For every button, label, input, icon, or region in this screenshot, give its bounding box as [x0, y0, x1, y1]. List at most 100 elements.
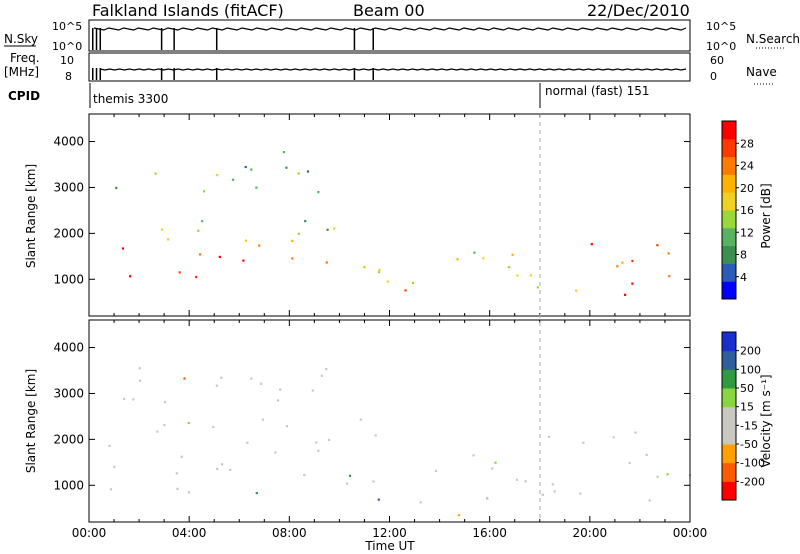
freq-label-1: Freq. — [10, 51, 40, 65]
nave-tick-bottom: 0 — [710, 70, 717, 83]
range-cell — [212, 425, 215, 429]
y-tick-label: 4000 — [53, 341, 84, 355]
range-cell — [203, 190, 206, 193]
range-cell — [129, 275, 132, 278]
range-cell — [348, 474, 352, 477]
colorbar-segment — [722, 138, 736, 158]
range-cell — [612, 436, 615, 439]
colorbar-segment — [722, 192, 736, 211]
range-cell — [180, 455, 183, 458]
range-cell — [666, 473, 669, 476]
nsky-gaps — [92, 28, 374, 50]
colorbar-segment — [722, 462, 736, 482]
range-cell — [176, 487, 179, 490]
range-cell — [508, 266, 511, 269]
range-cell — [645, 453, 648, 456]
colorbar-segment — [722, 332, 736, 352]
colorbar-segment — [722, 263, 736, 282]
range-cell — [524, 480, 527, 483]
range-cell — [621, 261, 624, 264]
nsky-frame — [88, 19, 691, 52]
range-cell — [274, 451, 277, 454]
range-cell — [246, 441, 249, 444]
range-cell — [276, 399, 280, 402]
range-cell — [258, 244, 261, 247]
x-tick-label: 00:00 — [673, 526, 708, 540]
colorbar-tick-label: -200 — [740, 475, 765, 488]
range-cell — [656, 244, 659, 247]
freq-panel: Freq. [MHz] 10 8 60 0 Nave — [4, 51, 777, 85]
range-cell — [285, 425, 289, 428]
range-cell — [216, 174, 219, 177]
range-cell — [156, 430, 159, 433]
range-cell — [242, 259, 245, 262]
y-tick-label: 3000 — [53, 180, 84, 194]
nsky-trace — [93, 27, 687, 31]
velocity-frame — [88, 319, 691, 523]
range-cell — [363, 266, 366, 269]
nsearch-tick-bottom: 10^0 — [706, 40, 736, 53]
x-tick-label: 04:00 — [172, 526, 207, 540]
colorbar-tick-label: -15 — [740, 419, 758, 432]
range-cell — [419, 501, 422, 504]
range-cell — [221, 463, 224, 466]
freq-gaps — [92, 68, 374, 80]
freq-label-2: [MHz] — [4, 65, 39, 79]
range-cell — [328, 438, 331, 441]
velocity-xticks: 00:00 04:00 08:00 12:00 16:00 20:00 00:00 — [72, 526, 708, 540]
range-cell — [123, 397, 126, 401]
range-cell — [139, 379, 142, 382]
colorbar-segment — [722, 227, 736, 247]
range-cell — [216, 467, 219, 470]
range-cell — [548, 435, 551, 438]
y-tick-label: 2000 — [53, 432, 84, 446]
range-cell — [260, 382, 263, 385]
range-cell — [386, 280, 389, 283]
range-cell — [668, 275, 671, 278]
range-cell — [359, 418, 362, 421]
range-cell — [187, 421, 190, 425]
range-cell — [160, 228, 164, 231]
y-tick-label: 2000 — [53, 226, 84, 240]
range-cell — [551, 483, 554, 486]
y-tick-label: 1000 — [53, 272, 84, 286]
cpid-segment-2: normal (fast) 151 — [545, 84, 649, 98]
velocity-data — [108, 367, 692, 517]
colorbar-segment — [722, 444, 736, 464]
range-cell — [317, 191, 320, 194]
x-tick-label: 12:00 — [372, 526, 407, 540]
nsearch-tick-top: 10^5 — [706, 20, 736, 33]
x-tick-label: 16:00 — [472, 526, 507, 540]
range-cell — [579, 492, 582, 495]
cpid-label: CPID — [8, 89, 40, 103]
power-data — [115, 151, 671, 296]
range-cell — [183, 377, 186, 380]
range-cell — [473, 251, 476, 254]
range-cell — [195, 275, 198, 279]
range-cell — [456, 258, 459, 261]
range-cell — [320, 374, 323, 377]
range-cell — [536, 286, 539, 289]
range-cell — [220, 376, 223, 379]
range-cell — [648, 499, 651, 502]
velocity-colorbar: -200 -100 -50 -15 15 50 100 200 — [721, 331, 765, 501]
range-cell — [297, 232, 300, 235]
range-cell — [345, 482, 349, 485]
range-cell — [472, 454, 475, 457]
colorbar-tick-label: 12 — [740, 226, 754, 239]
range-cell — [541, 493, 544, 496]
range-cell — [304, 220, 307, 223]
colorbar-segment — [722, 210, 736, 229]
range-cell — [582, 441, 585, 444]
cpid-bar: CPID themis 3300 normal (fast) 151 — [8, 83, 649, 108]
range-cell — [113, 465, 116, 468]
nsky-panel: N.Sky 10^5 10^0 10^5 10^0 N.Search — [4, 19, 800, 53]
y-tick-label: 4000 — [53, 135, 84, 149]
range-cell — [494, 461, 497, 464]
power-frame — [88, 113, 691, 317]
range-cell — [311, 389, 314, 392]
range-cell — [163, 424, 166, 427]
date-title: 22/Dec/2010 — [587, 1, 690, 20]
